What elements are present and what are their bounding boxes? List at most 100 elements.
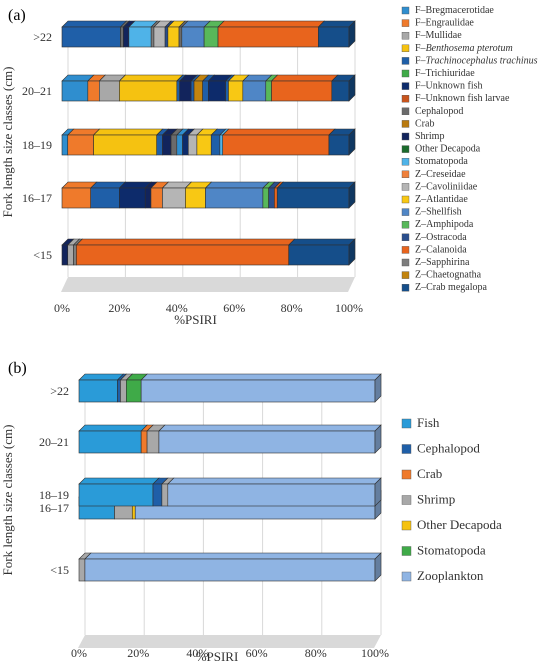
legend-swatch bbox=[401, 546, 412, 556]
y-tick-label: <15 bbox=[50, 563, 69, 577]
legend-swatch bbox=[401, 44, 410, 52]
legend-label: Other Decapoda bbox=[417, 517, 502, 532]
y-tick-label: 16–17 bbox=[39, 501, 69, 515]
bar-segment-top bbox=[140, 373, 382, 381]
bar-segment bbox=[170, 134, 178, 156]
x-axis-title: %PSIRI bbox=[174, 312, 217, 327]
bar-segment bbox=[152, 483, 163, 507]
legend-label: F–Trichiuridae bbox=[415, 68, 475, 79]
bar-segment bbox=[61, 26, 121, 48]
legend-swatch bbox=[401, 157, 410, 166]
bar-segment bbox=[288, 244, 350, 266]
bar-segment bbox=[162, 134, 172, 156]
legend-swatch bbox=[401, 271, 410, 279]
bar-segment bbox=[78, 430, 142, 454]
bar-group bbox=[78, 373, 382, 403]
legend-label: Z–Amphipoda bbox=[415, 219, 474, 230]
legend-swatch bbox=[401, 132, 410, 141]
bar-segment bbox=[205, 187, 264, 209]
legend-label: Cephalopod bbox=[415, 106, 463, 117]
bar-segment bbox=[217, 26, 319, 48]
bar-segment-side bbox=[348, 74, 356, 102]
bar-segment bbox=[117, 379, 121, 403]
bar-segment-top bbox=[204, 181, 270, 189]
panel-label: (b) bbox=[8, 360, 27, 377]
y-tick-label: 16–17 bbox=[22, 191, 52, 205]
panel-b: (b) 0% 20% 40% 60% 80% 100% %PSIRI Fork length s… bbox=[0, 360, 502, 664]
bar-segment bbox=[271, 80, 333, 102]
bar-segment-side bbox=[348, 238, 356, 266]
legend-label: F–Trachinocephalus trachinus bbox=[415, 55, 538, 66]
bar-group bbox=[78, 552, 382, 582]
panel-a: (a) 0% 20% 40% 60% 80% 100% %PSIRI Fork length s… bbox=[0, 5, 538, 327]
bar-segment-top bbox=[92, 128, 164, 136]
bar-segment bbox=[140, 379, 376, 403]
bar-segment bbox=[84, 558, 376, 582]
legend-swatch bbox=[401, 195, 410, 204]
legend: Fish Cephalopod Crab Shrimp Other Decapoda St… bbox=[401, 415, 502, 583]
bar-segment bbox=[140, 430, 148, 454]
legend-label: Zooplankton bbox=[417, 568, 484, 583]
legend-label: Z–Shellfish bbox=[415, 207, 462, 218]
bar-segment bbox=[123, 26, 130, 48]
legend-label: Z–Crab megalopa bbox=[415, 282, 487, 293]
legend-label: F–Bregmacerotidae bbox=[415, 5, 494, 16]
bar-segment bbox=[146, 430, 160, 454]
bar-segment-side bbox=[374, 373, 382, 403]
bar-group bbox=[78, 424, 382, 454]
bar-group bbox=[61, 238, 356, 266]
bar-segment-top bbox=[78, 424, 148, 432]
bar-segment bbox=[318, 26, 350, 48]
bar-segment bbox=[167, 483, 376, 507]
bar-segment bbox=[190, 80, 195, 102]
x-tick-label: 0% bbox=[71, 646, 87, 660]
bar-segment bbox=[167, 26, 180, 48]
legend-swatch bbox=[401, 220, 410, 229]
x-axis-title: %PSIRI bbox=[196, 649, 239, 664]
legend-swatch bbox=[401, 233, 410, 242]
y-tick-label: >22 bbox=[50, 384, 69, 398]
bar-segment bbox=[242, 80, 267, 102]
bar-segment-top bbox=[158, 424, 382, 432]
panel-label: (a) bbox=[8, 7, 26, 24]
legend-swatch bbox=[401, 258, 410, 267]
y-tick-label: 20–21 bbox=[22, 84, 52, 98]
x-tick-label: 20% bbox=[127, 646, 149, 660]
bar-segment bbox=[78, 483, 154, 507]
legend-label: Z–Chaetognatha bbox=[415, 270, 482, 281]
bar-segment bbox=[202, 80, 209, 102]
legend-label: Other Decapoda bbox=[415, 144, 481, 155]
legend-swatch bbox=[401, 208, 410, 216]
legend-label: F–Benthosema pterotum bbox=[415, 43, 513, 54]
bar-segment-top bbox=[288, 238, 356, 246]
legend-swatch bbox=[401, 94, 410, 103]
bar-segment-top bbox=[75, 238, 296, 246]
bar-segment bbox=[144, 187, 152, 209]
legend-swatch bbox=[401, 107, 410, 116]
x-tick-label: 40% bbox=[186, 646, 208, 660]
bar-segment bbox=[61, 80, 89, 102]
legend-swatch bbox=[401, 57, 410, 65]
x-tick-label: 60% bbox=[223, 301, 245, 315]
legend-swatch bbox=[401, 246, 410, 254]
bar-segment-top bbox=[118, 74, 184, 82]
bar-segment bbox=[193, 80, 203, 102]
bar-segment bbox=[210, 134, 221, 156]
bar-segment-top bbox=[217, 20, 326, 28]
bar-segment bbox=[228, 80, 244, 102]
bar-segment-side bbox=[374, 424, 382, 454]
bar-group bbox=[78, 477, 382, 507]
chart-floor bbox=[78, 635, 381, 648]
bar-segment bbox=[73, 244, 77, 266]
legend-label: Z–Calanoida bbox=[415, 244, 467, 255]
bar-segment bbox=[162, 187, 186, 209]
y-tick-label: 18–19 bbox=[39, 488, 69, 502]
bar-segment-top bbox=[270, 74, 339, 82]
bar-group bbox=[61, 20, 356, 48]
legend-label: Cephalopod bbox=[417, 441, 480, 456]
bar-segment-top bbox=[84, 552, 382, 560]
bar-segment bbox=[182, 134, 189, 156]
bar-segment bbox=[176, 134, 183, 156]
chart-floor bbox=[61, 277, 355, 292]
legend-label: Z–Sapphirina bbox=[415, 257, 470, 268]
